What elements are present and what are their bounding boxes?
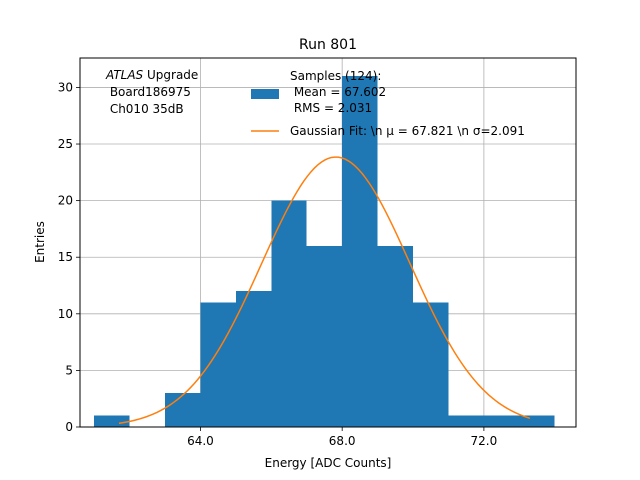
histogram-bar [235,291,272,427]
histogram-bar [413,302,449,427]
x-tick-label: 68.0 [329,434,356,448]
histogram-bar [448,415,484,427]
y-tick-label: 30 [58,80,73,94]
x-tick-label: 72.0 [471,434,498,448]
atlas-annotation-line1: ATLAS Upgrade [105,68,198,82]
y-axis-label: Entries [33,221,47,263]
y-tick-label: 5 [65,363,73,377]
legend-hist-line2: Mean = 67.602 [290,85,386,99]
histogram-bar [377,245,414,427]
histogram-bar [165,393,201,427]
histogram-bar [306,245,343,427]
x-axis-label: Energy [ADC Counts] [265,456,392,470]
y-tick-label: 0 [65,420,73,434]
legend-hist-line1: Samples (124): [290,69,381,83]
y-tick-label: 20 [58,194,73,208]
y-tick-label: 10 [58,307,73,321]
plot-frame [79,57,577,428]
channel-annotation: Ch010 35dB [106,102,184,116]
histogram-bar [271,200,307,427]
axis-ticks: 64.0 68.0 72.0 0 5 10 15 20 25 30 [58,80,498,448]
legend-hist-swatch [251,89,279,99]
atlas-label: ATLAS [105,68,144,82]
histogram-bar [94,415,130,427]
histogram-bar [483,415,520,427]
histogram-bars [94,76,555,428]
x-tick-label: 64.0 [187,434,214,448]
fit-curve-group [118,156,531,425]
gaussian-fit-curve [118,156,531,425]
histogram-bar [342,76,378,428]
legend-hist-line3: RMS = 2.031 [290,101,372,115]
chart-title: Run 801 [299,37,357,53]
upgrade-label: Upgrade [143,68,198,82]
y-tick-label: 15 [58,250,73,264]
y-tick-label: 25 [58,137,73,151]
histogram-bar [200,302,236,427]
board-annotation: Board186975 [106,85,191,99]
legend-fit-label: Gaussian Fit: \n μ = 67.821 \n σ=2.091 [290,124,525,138]
legend: Samples (124): Mean = 67.602 RMS = 2.031… [251,69,525,138]
histogram-bar [519,415,555,427]
